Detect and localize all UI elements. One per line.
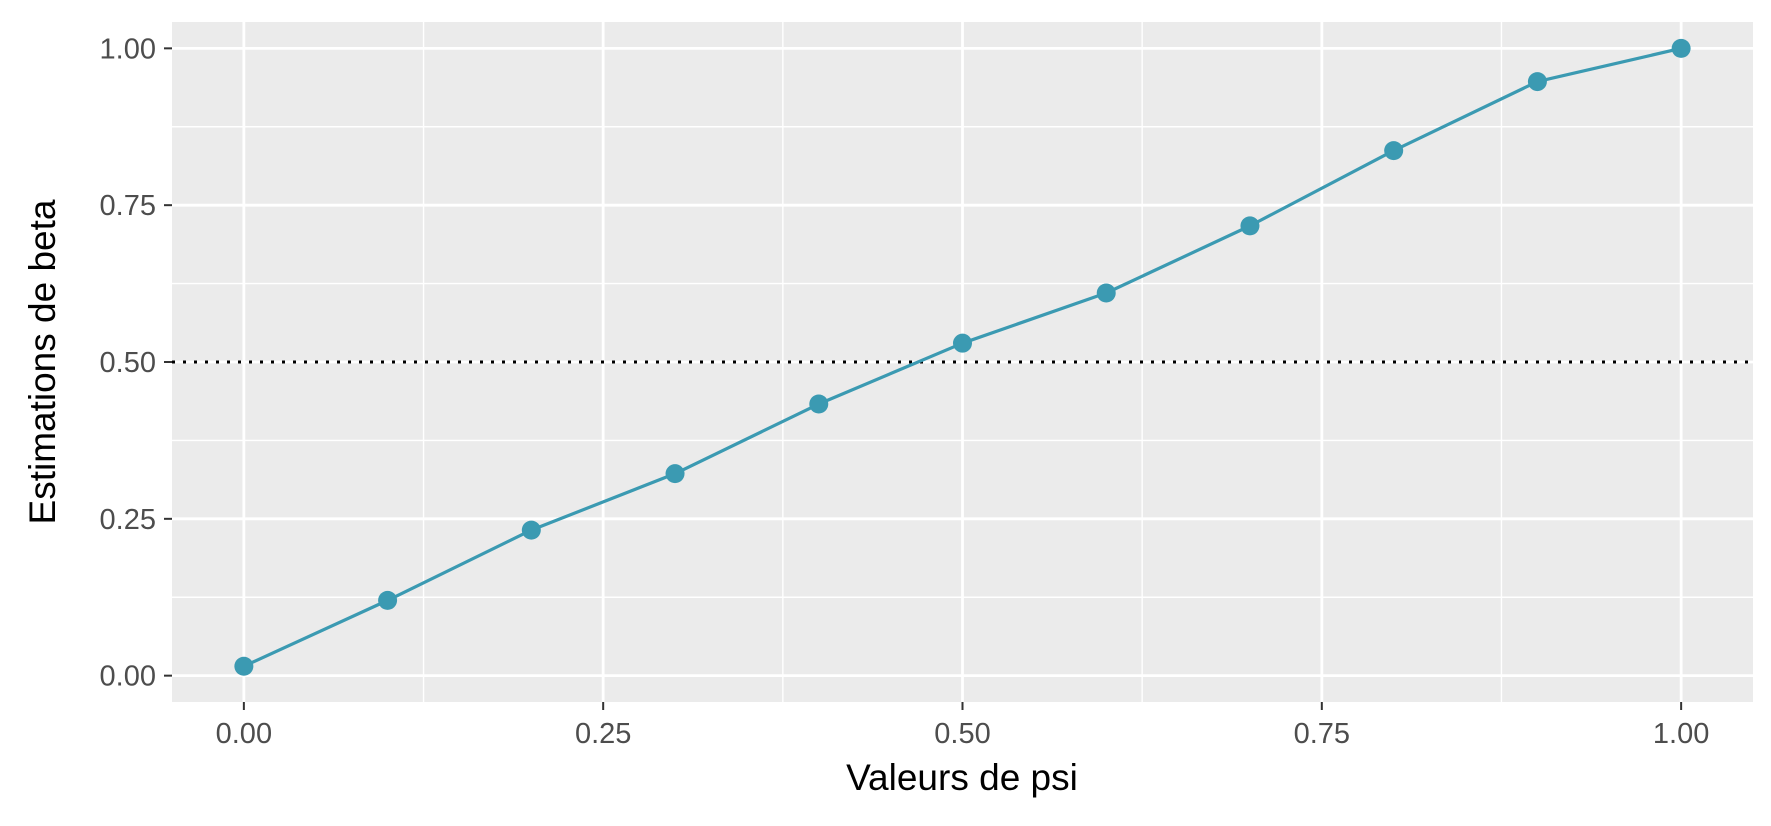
x-axis-title: Valeurs de psi (846, 757, 1078, 798)
x-tick-label: 0.25 (575, 718, 631, 750)
x-axis: 0.00 0.25 0.50 0.75 1.00 (216, 702, 1709, 750)
x-tick-label: 0.75 (1294, 718, 1350, 750)
y-tick-label: 0.75 (100, 190, 156, 222)
data-point (665, 464, 685, 484)
y-tick-label: 0.00 (100, 661, 156, 693)
data-point (1671, 38, 1691, 58)
data-point (378, 590, 398, 610)
data-point (1096, 283, 1116, 303)
data-point (1240, 216, 1260, 236)
data-point (521, 520, 541, 540)
data-point (953, 333, 972, 353)
y-tick-label: 0.50 (100, 347, 156, 379)
x-tick-label: 1.00 (1653, 718, 1709, 750)
y-axis-title: Estimations de beta (22, 199, 63, 524)
x-tick-label: 0.50 (934, 718, 990, 750)
data-point (1527, 72, 1547, 92)
x-tick-label: 0.00 (216, 718, 272, 750)
y-axis: 0.00 0.25 0.50 0.75 1.00 (100, 33, 172, 693)
data-point (1384, 141, 1404, 161)
series-group (234, 38, 1691, 676)
y-tick-label: 0.25 (100, 504, 156, 536)
data-point (234, 656, 254, 676)
y-tick-label: 1.00 (100, 33, 156, 65)
data-point (809, 394, 829, 414)
